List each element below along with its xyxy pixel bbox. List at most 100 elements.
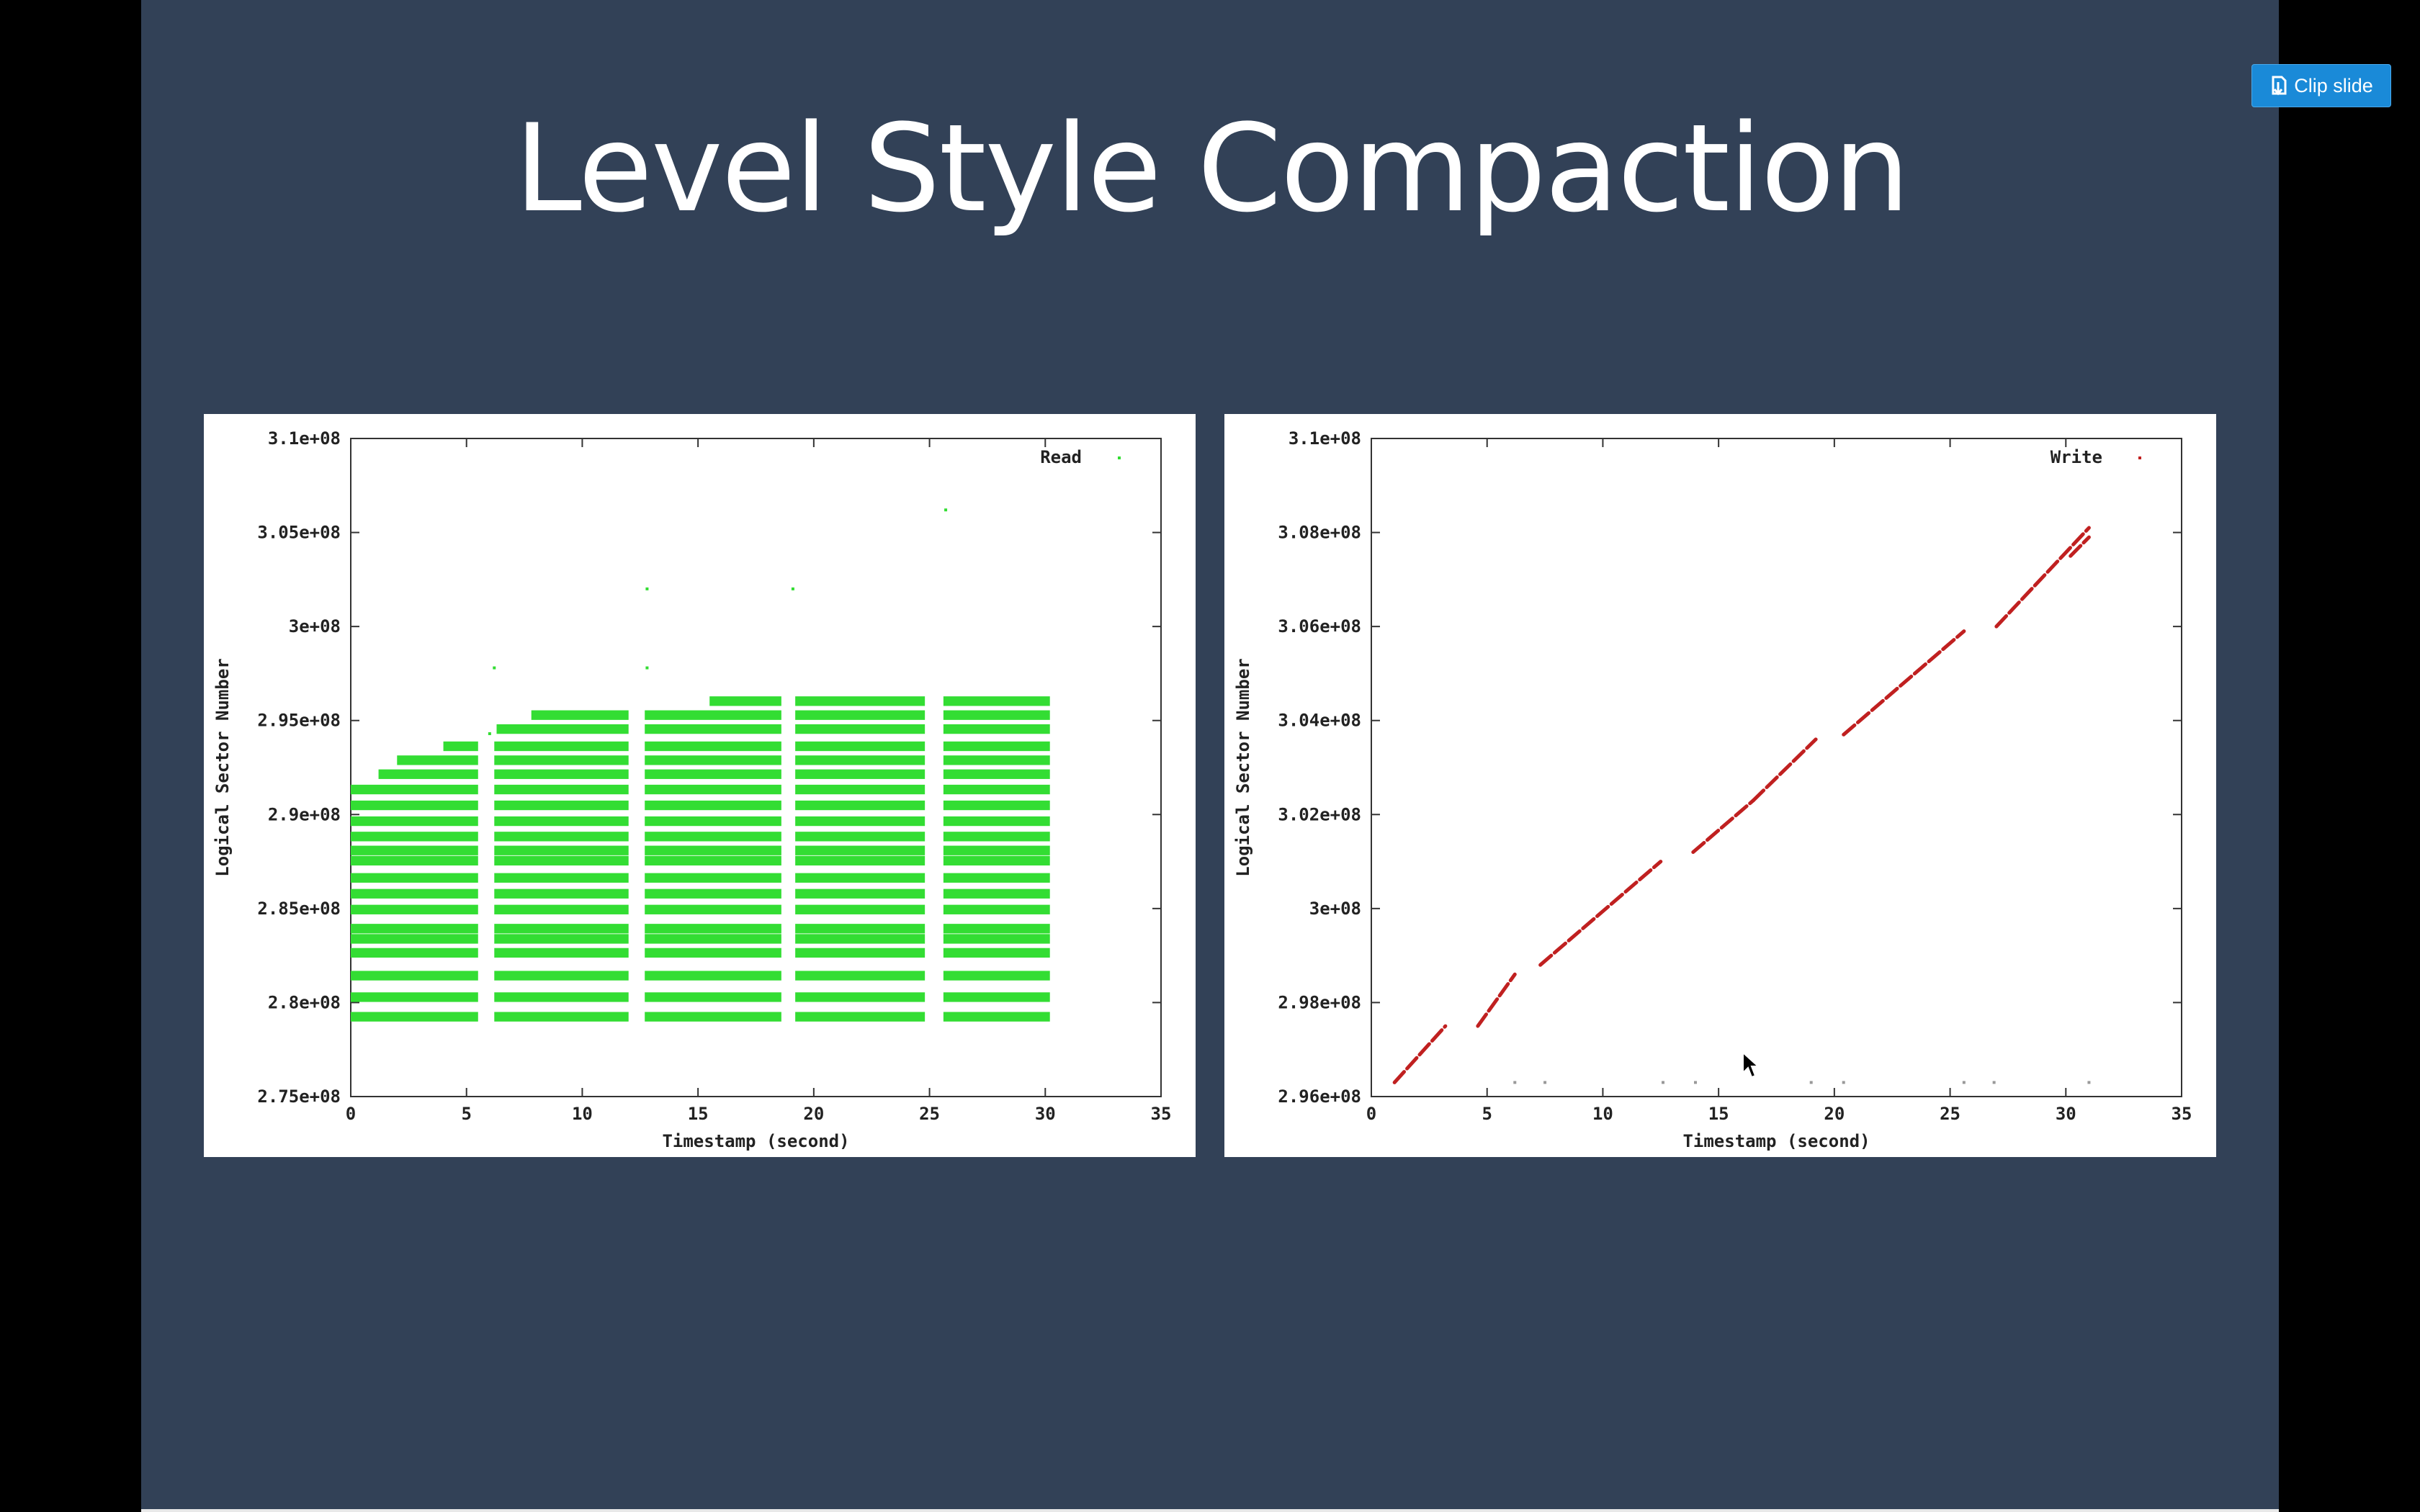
- write-point: [1513, 1081, 1517, 1084]
- write-segment: [1538, 860, 1663, 967]
- read-band: [795, 888, 926, 899]
- legend-marker: [2138, 456, 2141, 459]
- read-band: [943, 888, 1050, 899]
- write-segment: [1751, 737, 1818, 803]
- x-tick-label: 0: [346, 1104, 356, 1124]
- read-point: [944, 508, 948, 512]
- y-tick-label: 2.95e+08: [257, 711, 341, 731]
- read-band: [795, 800, 926, 811]
- read-band: [351, 992, 478, 1002]
- read-band: [351, 855, 478, 866]
- read-chart: 0 5 10 15 20 25 30 35 2.75e+08 2.8e+08 2.85e+08 2.9…: [212, 428, 1171, 1151]
- read-band: [645, 784, 781, 795]
- read-band: [494, 948, 629, 958]
- read-band: [351, 800, 478, 811]
- y-tick-label: 2.85e+08: [257, 899, 341, 919]
- clip-slide-button[interactable]: Clip slide: [2251, 64, 2391, 107]
- read-band: [645, 971, 781, 981]
- x-tick-label: 5: [461, 1104, 471, 1124]
- y-axis-label: Logical Sector Number: [212, 658, 233, 876]
- read-band: [795, 992, 926, 1002]
- x-tick-label: 5: [1482, 1104, 1492, 1124]
- read-band: [494, 845, 629, 855]
- x-tick-label: 20: [803, 1104, 824, 1124]
- read-band: [795, 1012, 926, 1022]
- slide-title: Level Style Compaction: [514, 98, 1910, 239]
- write-point: [1962, 1081, 1966, 1084]
- read-band: [795, 755, 926, 765]
- legend-label: Read: [1040, 447, 1082, 467]
- write-point: [2087, 1081, 2091, 1084]
- x-tick-label: 15: [688, 1104, 709, 1124]
- read-band: [795, 710, 926, 720]
- read-band: [351, 845, 478, 855]
- x-tick-label: 35: [2172, 1104, 2192, 1124]
- y-tick-label: 3.04e+08: [1278, 711, 1361, 731]
- read-band: [795, 769, 926, 779]
- y-tick-label: 3.08e+08: [1278, 523, 1361, 543]
- read-chart-panel: 0 5 10 15 20 25 30 35 2.75e+08 2.8e+08 2.85e+08 2.9…: [204, 414, 1196, 1157]
- x-tick-label: 25: [919, 1104, 940, 1124]
- read-band: [795, 971, 926, 981]
- read-band: [943, 800, 1050, 811]
- read-band: [351, 1012, 478, 1022]
- read-band: [645, 710, 781, 720]
- read-band: [943, 971, 1050, 981]
- x-tick-label: 25: [1940, 1104, 1960, 1124]
- x-tick-label: 30: [1035, 1104, 1056, 1124]
- read-band: [351, 971, 478, 981]
- read-band: [943, 741, 1050, 752]
- read-band: [943, 948, 1050, 958]
- slide-bottom-edge: [141, 1509, 2279, 1512]
- x-tick-label: 0: [1366, 1104, 1376, 1124]
- read-band: [943, 924, 1050, 934]
- write-segment: [1842, 629, 1966, 737]
- x-axis-label: Timestamp (second): [662, 1131, 849, 1151]
- y-tick-label: 3e+08: [289, 616, 341, 636]
- write-segment: [1994, 526, 2091, 629]
- y-tick-label: 3.06e+08: [1278, 616, 1361, 636]
- read-band: [795, 741, 926, 752]
- read-band: [795, 924, 926, 934]
- read-band: [351, 832, 478, 842]
- read-band: [645, 845, 781, 855]
- read-band: [397, 755, 478, 765]
- x-tick-label: 10: [572, 1104, 593, 1124]
- read-band: [795, 832, 926, 842]
- y-tick-label: 2.8e+08: [268, 992, 341, 1012]
- read-band: [795, 696, 926, 706]
- read-band: [645, 888, 781, 899]
- read-band: [645, 1012, 781, 1022]
- read-band: [645, 769, 781, 779]
- read-band: [494, 1012, 629, 1022]
- write-point: [1842, 1081, 1845, 1084]
- write-point: [1694, 1081, 1697, 1084]
- read-band: [496, 724, 629, 734]
- write-segment: [1691, 798, 1755, 855]
- read-band: [351, 873, 478, 883]
- read-band: [645, 924, 781, 934]
- read-band: [645, 800, 781, 811]
- read-band: [709, 696, 781, 706]
- y-tick-label: 3.05e+08: [257, 523, 341, 543]
- read-band: [943, 845, 1050, 855]
- read-band: [351, 948, 478, 958]
- write-point: [1662, 1081, 1664, 1084]
- legend-label: Write: [2051, 447, 2102, 467]
- y-tick-label: 2.96e+08: [1278, 1086, 1361, 1107]
- read-band: [494, 971, 629, 981]
- read-point: [645, 666, 649, 670]
- read-band: [494, 888, 629, 899]
- y-tick-label: 3.02e+08: [1278, 804, 1361, 824]
- read-band: [943, 769, 1050, 779]
- read-band: [351, 784, 478, 795]
- read-band: [351, 924, 478, 934]
- read-band: [494, 934, 629, 944]
- read-band: [494, 816, 629, 827]
- read-band: [795, 724, 926, 734]
- read-band: [943, 832, 1050, 842]
- read-band: [351, 888, 478, 899]
- read-band: [494, 800, 629, 811]
- y-axis-label: Logical Sector Number: [1233, 658, 1253, 876]
- read-band: [494, 992, 629, 1002]
